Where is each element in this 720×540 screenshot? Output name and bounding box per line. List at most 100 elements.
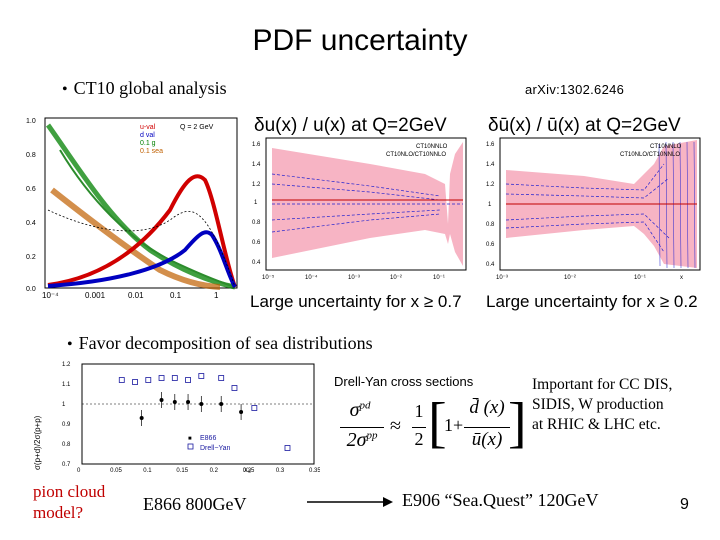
dubar-plot: CT10NNLO CT10NLO/CT10NNLO 1.6 1.4 1.2 1 … xyxy=(486,137,701,281)
dubar-caption: Large uncertainty for x ≥ 0.2 xyxy=(486,292,698,311)
dy-data-point xyxy=(251,405,258,411)
dubar-xaxis-label: x xyxy=(680,275,683,281)
arrow-head xyxy=(383,497,393,507)
e866-ytick-label: 0.8 xyxy=(62,442,71,448)
pdf-ytick-label: 0.4 xyxy=(26,220,36,227)
du-ytick-label: 1 xyxy=(254,200,258,206)
formula-pp: pp xyxy=(366,429,378,442)
formula-2sigma: 2σ xyxy=(346,429,367,451)
dy-data-point xyxy=(218,375,225,381)
drell-yan-label: Drell-Yan cross sections xyxy=(334,374,474,389)
importance-line: at RHIC & LHC etc. xyxy=(532,416,661,433)
d-val-band xyxy=(47,230,237,289)
e866-xaxis-label: x₂ xyxy=(244,465,251,474)
arrow-icon xyxy=(307,497,393,507)
pdf-xtick-label: 0.1 xyxy=(170,291,182,300)
e866-data-point xyxy=(159,398,164,402)
formula-half-bar xyxy=(412,427,426,428)
bullet-ct10: • CT10 global analysis xyxy=(62,78,227,99)
dy-data-point xyxy=(132,379,138,385)
formula-pd: pd xyxy=(359,399,371,412)
e866-xtick-label: 0.25 xyxy=(243,468,255,474)
e866-ytick-label: 1.2 xyxy=(62,362,71,368)
dubar-ytick-label: 1.2 xyxy=(486,182,495,188)
formula-half-num: 1 xyxy=(414,401,424,421)
du-xtick-label: 10⁻⁴ xyxy=(305,274,318,281)
e866-ytick-label: 0.9 xyxy=(62,422,71,428)
e866-xtick-label: 0.1 xyxy=(143,468,152,474)
pdf-xtick-label: 0.01 xyxy=(128,291,144,300)
pdf-legend-dval: d val xyxy=(140,132,155,139)
dy-data-point xyxy=(198,373,205,379)
bullet-sea-text: Favor decomposition of sea distributions xyxy=(78,333,373,353)
dubar-xtick-label: 10⁻³ xyxy=(496,275,508,281)
du-plot: CT10NNLO CT10NLO/CT10NNLO 1.6 1.4 1.2 1 … xyxy=(252,137,467,281)
formula-bracket-right: ] xyxy=(508,392,527,454)
formula-rhs-bar xyxy=(464,427,510,428)
pion-cloud-note: pion cloud model? xyxy=(33,481,105,523)
dubar-ytick-label: 0.6 xyxy=(486,242,495,248)
e866-yaxis-label: σ(p+d)/2σ(p+p) xyxy=(33,415,42,470)
pdf-plot: 1.0 0.8 0.6 0.4 0.2 0.0 u-val d val 0.1 … xyxy=(26,117,238,300)
e866-data-point xyxy=(239,410,244,414)
arxiv-reference: arXiv:1302.6246 xyxy=(525,82,625,97)
dubar-ytick-label: 1.6 xyxy=(486,142,495,148)
formula-half-den: 2 xyxy=(414,429,424,449)
formula-ubar: ū(x) xyxy=(471,429,503,450)
pdf-xtick-label: 1 xyxy=(214,291,219,300)
e866-plot-frame xyxy=(81,363,315,465)
du-plot-title: δu(x) / u(x) at Q=2GeV xyxy=(254,115,447,136)
pdf-xtick-label: 0.001 xyxy=(85,291,106,300)
page-number: 9 xyxy=(680,496,689,513)
bullet-dot: • xyxy=(62,81,68,98)
du-xtick-label: 10⁻⁵ xyxy=(262,274,275,281)
du-caption: Large uncertainty for x ≥ 0.7 xyxy=(250,292,462,311)
pdf-ytick-label: 0.2 xyxy=(26,254,36,261)
du-ytick-label: 0.8 xyxy=(252,220,261,226)
pdf-ymax-label: 1.0 xyxy=(26,118,36,125)
dy-legend-marker xyxy=(187,443,194,450)
e866-legend-dy: Drell−Yan xyxy=(200,445,231,452)
dy-data-point xyxy=(158,375,165,381)
e866-data-point xyxy=(219,402,224,406)
du-legend-nnlo: CT10NNLO xyxy=(416,144,448,150)
formula-bracket-left: [ xyxy=(428,392,447,454)
pdf-scale-label: Q = 2 GeV xyxy=(180,124,214,131)
dubar-xtick-label: 10⁻¹ xyxy=(634,275,646,281)
du-ytick-label: 0.6 xyxy=(252,240,261,246)
formula-lhs-den: 2σpp xyxy=(340,429,384,452)
dy-data-point xyxy=(171,375,178,381)
formula-one-plus: 1+ xyxy=(444,415,464,435)
importance-note: Important for CC DIS, SIDIS, W productio… xyxy=(532,375,672,435)
pdf-ytick-label: 0.0 xyxy=(26,286,36,293)
sea-band xyxy=(50,187,221,290)
du-xtick-label: 10⁻³ xyxy=(348,275,360,281)
pdf-xtick-label: 10⁻⁴ xyxy=(42,291,59,300)
e866-xtick-label: 0.05 xyxy=(110,468,122,474)
e906-label: E906 “Sea.Quest” 120GeV xyxy=(402,490,599,510)
pdf-ytick-label: 0.6 xyxy=(26,186,36,193)
e866-ytick-label: 1 xyxy=(62,402,66,408)
du-ytick-label: 0.4 xyxy=(252,260,261,266)
dy-data-point xyxy=(118,377,125,383)
dubar-ytick-label: 1.4 xyxy=(486,162,495,168)
e866-plot: σ(p+d)/2σ(p+p) 1.2 1.1 1 0.9 0.8 0.7 0 0.05 0.1… xyxy=(33,362,320,474)
e866-data-point xyxy=(186,400,191,404)
dubar-xtick-label: 10⁻² xyxy=(564,275,576,281)
dy-data-point xyxy=(231,385,238,391)
e866-data-point xyxy=(199,402,204,406)
dubar-high-x-curves xyxy=(658,141,696,269)
e866-ytick-label: 0.7 xyxy=(62,462,71,468)
pion-cloud-line: model? xyxy=(33,503,84,522)
dy-data-point xyxy=(185,377,191,383)
e866-label: E866 800GeV xyxy=(143,494,247,514)
pdf-legend-sea: 0.1 sea xyxy=(140,148,163,155)
u-val-band xyxy=(47,174,237,288)
dubar-legend-nnlo: CT10NNLO xyxy=(650,144,682,150)
du-legend-ratio: CT10NLO/CT10NNLO xyxy=(386,152,446,158)
bullet-ct10-text: CT10 global analysis xyxy=(73,78,227,98)
e866-data-point xyxy=(139,416,144,420)
e866-xtick-label: 0.3 xyxy=(276,468,285,474)
dy-data-point xyxy=(145,377,152,383)
du-ytick-label: 1.6 xyxy=(252,142,261,148)
